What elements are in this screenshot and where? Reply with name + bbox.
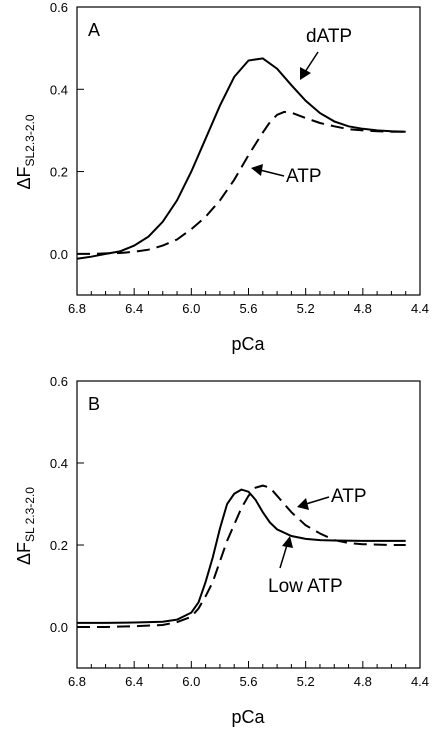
- panel-a-annotation-atp: ATP: [251, 164, 322, 187]
- panel-b: 6.8 6.4 6.0 5.6 5.2 4.8 4.4 0.0 0.2 0.4 0.6 B pCa…: [14, 374, 429, 727]
- panel-b-y-tick-label: 0.6: [50, 374, 68, 389]
- panel-b-annotation-atp-arrowhead: [297, 498, 309, 510]
- panel-b-x-tick-label: 5.6: [239, 674, 257, 689]
- panel-a-series-datp-line: [76, 57, 406, 260]
- panel-a-label: A: [88, 20, 100, 40]
- panel-b-x-tick-label: 6.4: [125, 674, 143, 689]
- panel-b-y-ticks: 0.0 0.2 0.4 0.6: [50, 374, 84, 635]
- panel-b-annotation-low-atp-arrow-line: [279, 544, 288, 569]
- panel-a-y-axis-label-main: ΔF: [14, 167, 34, 190]
- panel-b-y-tick-label: 0.2: [50, 538, 68, 553]
- panel-b-x-tick-label: 4.8: [354, 674, 372, 689]
- panel-b-annotation-atp-arrow-line: [305, 496, 330, 505]
- panel-b-y-tick-label: 0.0: [50, 620, 68, 635]
- panel-a-y-axis-label: ΔFSL2.3-2.0: [14, 114, 37, 189]
- panel-a-annotation-datp-text: dATP: [306, 26, 352, 47]
- panel-a-y-ticks: 0.0 0.2 0.4 0.6: [50, 0, 84, 262]
- panel-b-y-axis-label: ΔFSL 2.3-2.0: [14, 487, 37, 565]
- panel-a-y-tick-label: 0.0: [50, 247, 68, 262]
- panel-b-series-low-atp-line: [77, 488, 406, 624]
- panel-b-plot-frame: [76, 380, 421, 669]
- panel-a-x-tick-label: 6.0: [182, 301, 200, 316]
- panel-a-annotation-datp-arrowhead: [300, 67, 311, 80]
- panel-a-y-tick-label: 0.6: [50, 0, 68, 15]
- panel-b-x-tick-label: 4.4: [411, 674, 429, 689]
- panel-a-y-axis-label-sub: SL2.3-2.0: [23, 114, 37, 166]
- panel-b-annotation-low-atp-arrowhead: [282, 536, 293, 548]
- panel-b-x-tick-label: 5.2: [297, 674, 315, 689]
- panel-a: 6.8 6.4 6.0 5.6 5.2 4.8 4.4 0.0 0.2 0.4 0.6 A pCa…: [14, 0, 429, 354]
- panel-a-annotation-atp-arrow-line: [259, 169, 285, 177]
- panel-a-annotation-atp-text: ATP: [286, 166, 322, 187]
- panel-b-y-tick-label: 0.4: [50, 456, 68, 471]
- panel-a-annotation-atp-arrowhead: [251, 164, 263, 176]
- panel-b-annotation-low-atp-text: Low ATP: [268, 576, 343, 597]
- panel-a-x-tick-label: 5.2: [297, 301, 315, 316]
- panel-b-x-tick-label: 6.0: [182, 674, 200, 689]
- panel-b-annotation-atp-text: ATP: [331, 486, 367, 507]
- panel-a-x-tick-label: 6.4: [125, 301, 143, 316]
- panel-a-x-axis-label: pCa: [231, 334, 265, 354]
- panel-a-series-atp-line: [77, 110, 406, 255]
- panel-a-x-tick-label: 5.6: [239, 301, 257, 316]
- panel-b-x-axis-label: pCa: [231, 707, 265, 727]
- panel-a-y-tick-label: 0.2: [50, 165, 68, 180]
- panel-b-series-atp-line: [77, 484, 406, 628]
- panel-a-y-tick-label: 0.4: [50, 82, 68, 97]
- panel-b-x-tick-label: 6.8: [68, 674, 86, 689]
- panel-b-y-axis-label-sub: SL 2.3-2.0: [23, 487, 37, 542]
- panel-b-y-axis-label-main: ΔF: [14, 542, 34, 565]
- panel-b-annotation-atp: ATP: [297, 486, 367, 510]
- panel-a-x-tick-label: 4.4: [411, 301, 429, 316]
- panel-a-annotation-datp-arrow-line: [304, 51, 319, 73]
- panel-a-x-ticks: 6.8 6.4 6.0 5.6 5.2 4.8 4.4: [68, 288, 429, 316]
- panel-a-x-tick-label: 4.8: [354, 301, 372, 316]
- panel-a-x-tick-label: 6.8: [68, 301, 86, 316]
- panel-a-annotation-datp: dATP: [300, 26, 352, 80]
- panel-b-label: B: [88, 394, 100, 414]
- panel-b-x-ticks: 6.8 6.4 6.0 5.6 5.2 4.8 4.4: [68, 661, 429, 689]
- panel-b-annotation-low-atp: Low ATP: [268, 536, 343, 597]
